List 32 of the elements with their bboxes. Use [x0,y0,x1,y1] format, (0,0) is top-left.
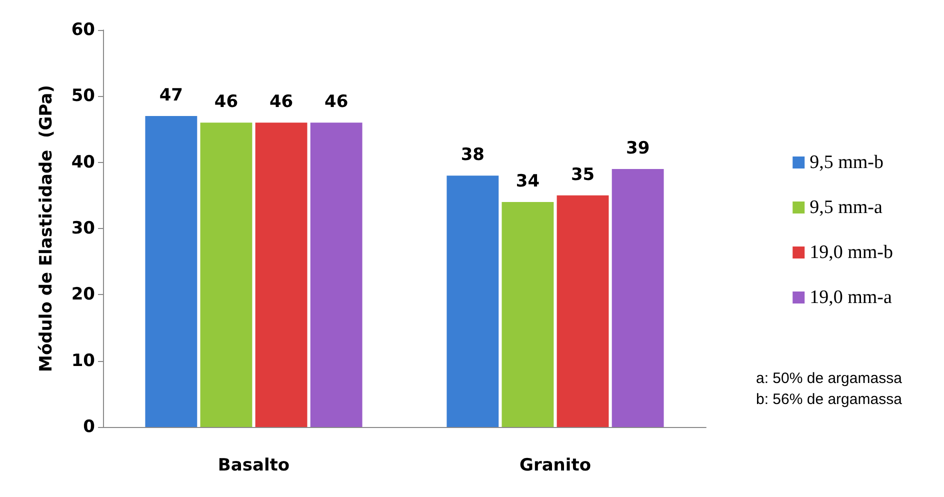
y-axis-title: Módulo de Elasticidade (GPa) [36,85,56,372]
bar [200,122,252,427]
bar [145,116,198,427]
text: a: 50% de argamassa [756,370,903,387]
text: b: 56% de argamassa [756,391,903,408]
legend-label: 19,0 mm-b [810,242,894,263]
bar [556,195,609,427]
data-label: 46 [214,92,238,112]
x-tick-label: Granito [519,456,592,476]
data-label: 38 [460,145,485,166]
data-label: 46 [324,92,348,112]
y-tick-label: 10 [71,350,96,371]
y-tick-label: 0 [83,417,96,437]
y-tick-label: 60 [71,20,96,40]
data-label: 47 [159,86,184,106]
bar [446,176,499,427]
data-label: 34 [516,172,540,192]
legend-label: 19,0 mm-a [810,287,892,308]
bar [255,122,308,427]
bar [310,122,362,427]
y-tick-label: 30 [71,218,96,238]
data-label: 35 [570,164,595,185]
legend-label: 9,5 mm-b [810,152,884,173]
y-tick-label: 40 [71,152,96,172]
data-label: 46 [269,92,294,112]
y-tick-label: 20 [71,284,96,305]
bar [502,202,554,427]
bar [612,168,664,427]
data-label: 39 [626,138,650,158]
y-tick-label: 50 [71,86,96,106]
x-tick-label: Basalto [218,456,290,476]
legend-label: 9,5 mm-a [810,197,883,218]
